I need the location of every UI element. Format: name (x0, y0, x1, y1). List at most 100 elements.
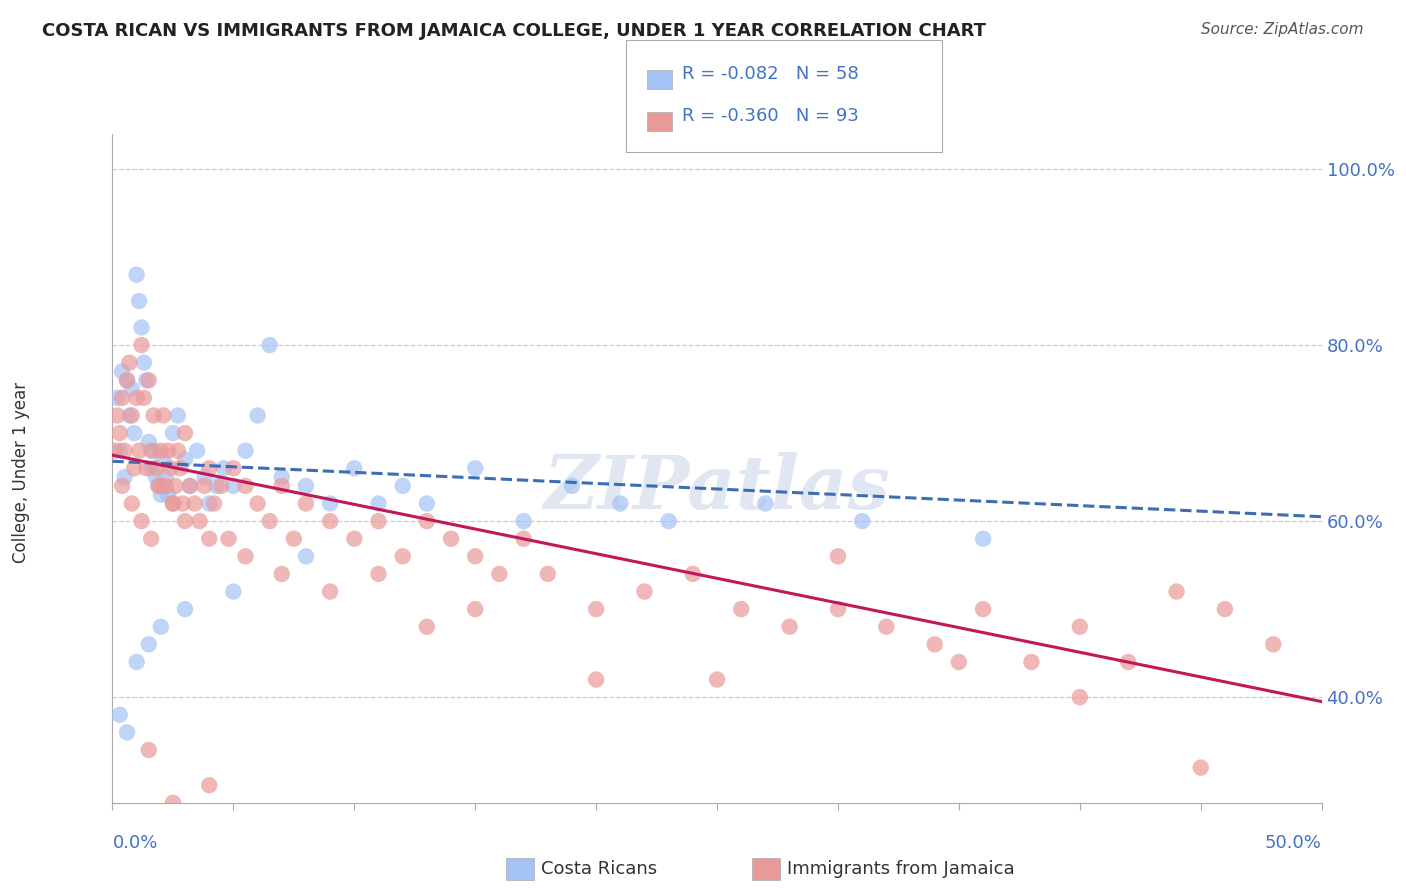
Point (682, 566, 704, 581)
Point (149, 488, 172, 502)
Point (115, 725, 138, 739)
Point (108, 707, 131, 722)
Point (730, 602, 752, 616)
Point (141, 443, 163, 458)
Point (416, 620, 439, 634)
Point (111, 479, 134, 493)
Point (851, 514, 873, 528)
Point (149, 479, 172, 493)
Point (343, 461, 366, 475)
Point (179, 479, 201, 493)
Point (105, 391, 128, 405)
Point (585, 673, 607, 687)
Point (212, 461, 235, 475)
Point (118, 356, 141, 370)
Point (193, 479, 215, 493)
Text: Costa Ricans: Costa Ricans (541, 860, 658, 878)
Point (319, 514, 342, 528)
Text: 50.0%: 50.0% (1265, 834, 1322, 852)
Point (138, 743, 160, 757)
Point (512, 532, 534, 546)
Point (488, 566, 510, 581)
Text: Immigrants from Jamaica: Immigrants from Jamaica (787, 860, 1015, 878)
Point (128, 443, 150, 458)
Point (148, 479, 170, 493)
Point (561, 479, 583, 493)
Text: Source: ZipAtlas.com: Source: ZipAtlas.com (1201, 22, 1364, 37)
Point (464, 602, 486, 616)
Point (1116, 655, 1139, 669)
Point (319, 496, 342, 510)
Point (148, 479, 170, 493)
Point (259, 338, 281, 352)
Point (754, 496, 776, 510)
Point (1021, 655, 1043, 669)
Point (121, 496, 143, 510)
Point (295, 496, 318, 510)
Point (193, 470, 215, 484)
Point (135, 373, 157, 387)
Point (972, 602, 994, 616)
Point (105, 409, 128, 423)
Point (222, 584, 245, 599)
Point (138, 637, 160, 651)
Point (1213, 602, 1236, 616)
Point (198, 778, 221, 792)
Point (114, 470, 136, 484)
Point (205, 479, 228, 493)
Point (145, 470, 167, 484)
Point (259, 514, 281, 528)
Point (270, 566, 292, 581)
Point (779, 620, 801, 634)
Point (924, 637, 946, 651)
Point (159, 461, 181, 475)
Text: ZIPatlas: ZIPatlas (544, 452, 890, 524)
Point (633, 584, 655, 599)
Text: College, Under 1 year: College, Under 1 year (13, 382, 30, 564)
Point (367, 496, 389, 510)
Point (1166, 584, 1188, 599)
Point (827, 549, 849, 564)
Point (131, 320, 153, 334)
Point (188, 514, 211, 528)
Point (198, 461, 221, 475)
Point (295, 549, 318, 564)
Point (391, 549, 413, 564)
Point (1263, 637, 1285, 651)
Point (183, 496, 205, 510)
Point (166, 443, 188, 458)
Point (157, 488, 180, 502)
Point (658, 514, 681, 528)
Point (609, 496, 631, 510)
Point (157, 443, 180, 458)
Point (972, 532, 994, 546)
Point (464, 549, 486, 564)
Point (186, 443, 208, 458)
Point (537, 566, 560, 581)
Point (174, 514, 197, 528)
Point (152, 452, 174, 467)
Point (270, 470, 292, 484)
Text: R = -0.360   N = 93: R = -0.360 N = 93 (682, 107, 859, 125)
Point (218, 532, 240, 546)
Point (152, 409, 174, 423)
Point (141, 461, 163, 475)
Point (343, 532, 366, 546)
Point (440, 532, 463, 546)
Point (128, 294, 150, 309)
Text: 0.0%: 0.0% (112, 834, 157, 852)
Point (114, 443, 136, 458)
Point (1189, 761, 1212, 775)
Point (162, 426, 184, 441)
Point (202, 496, 225, 510)
Point (295, 479, 318, 493)
Point (162, 496, 184, 510)
Point (706, 673, 728, 687)
Point (125, 655, 148, 669)
Point (131, 338, 153, 352)
Point (121, 382, 143, 396)
Point (367, 514, 389, 528)
Point (111, 364, 134, 378)
Point (155, 479, 177, 493)
Point (121, 409, 143, 423)
